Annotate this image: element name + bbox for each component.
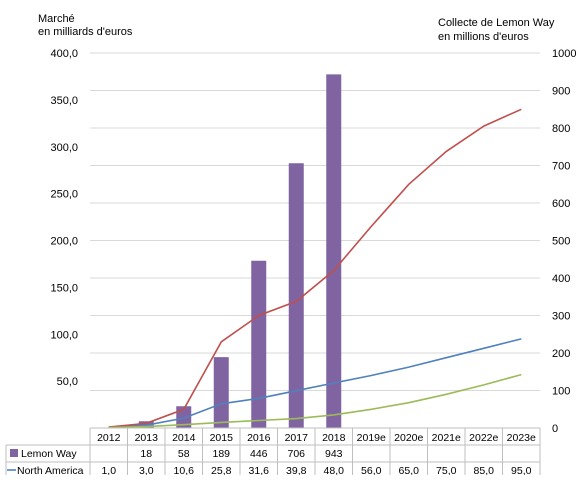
- series-line-1: [108, 108, 522, 428]
- right-tick-label: 0: [552, 423, 558, 435]
- right-axis-title-line1: Collecte de Lemon Way: [438, 17, 555, 29]
- left-tick-label: 200,0: [50, 236, 78, 248]
- bars: [138, 74, 342, 428]
- table-header-cell: 2023e: [507, 432, 536, 444]
- lines: [108, 108, 522, 429]
- left-tick-label: 250,0: [50, 189, 78, 201]
- table-cell-north-america: 95,0: [511, 465, 532, 475]
- bar-lemon-way: [251, 260, 267, 428]
- gridlines: [90, 52, 540, 429]
- left-axis-ticks: 400,0 350,0 300,0 250,0 200,0 150,0 100,0 50,0: [50, 48, 78, 388]
- table-cell-lemon-way: 189: [212, 448, 230, 460]
- right-tick-label: 800: [552, 123, 570, 135]
- table-cell-north-america: 48,0: [324, 465, 345, 475]
- data-table: 2012 2013 2014 2015 2016 2017 2018 2019e 2020e 20…: [5, 427, 541, 480]
- right-tick-label: 500: [552, 236, 570, 248]
- table-cell-lemon-way: 706: [287, 448, 305, 460]
- table-header-cell: 2013: [135, 432, 159, 444]
- left-tick-label: 350,0: [50, 95, 78, 107]
- right-tick-label: 700: [552, 161, 570, 173]
- left-tick-label: 100,0: [50, 329, 78, 341]
- table-header-cell: 2017: [285, 432, 309, 444]
- table-cell-lemon-way: 58: [178, 448, 190, 460]
- table-header-cell: 2016: [247, 432, 271, 444]
- table-cell-north-america: 85,0: [474, 465, 495, 475]
- table-cell-north-america: 10,6: [174, 465, 195, 475]
- right-tick-label: 600: [552, 198, 570, 210]
- table-cell-lemon-way: 18: [140, 448, 152, 460]
- table-cell-north-america: 25,8: [211, 465, 232, 475]
- table-cell-north-america: 65,0: [399, 465, 420, 475]
- table-header-cell: 2020e: [394, 432, 423, 444]
- bar-lemon-way: [176, 406, 192, 428]
- table-header-cell: 2021e: [432, 432, 461, 444]
- right-tick-label: 100: [552, 386, 570, 398]
- left-axis-title-line2: en milliards d'euros: [38, 26, 133, 38]
- table-header-cell: 2022e: [469, 432, 498, 444]
- table-header-cell: 2018: [322, 432, 346, 444]
- table-header-cell: 2014: [172, 432, 196, 444]
- right-axis-title-line2: en millions d'euros: [438, 31, 529, 43]
- table-cell-north-america: 3,0: [139, 465, 154, 475]
- table-header-cell: 2015: [210, 432, 234, 444]
- series-line-2: [108, 373, 522, 429]
- table-cell-north-america: 1,0: [101, 465, 116, 475]
- left-tick-label: 400,0: [50, 48, 78, 60]
- legend-label-north-america: North America: [17, 465, 84, 475]
- table-header-cell: 2019e: [357, 432, 386, 444]
- table-cell-north-america: 39,8: [286, 465, 307, 475]
- bar-lemon-way: [326, 74, 342, 428]
- table-cell-lemon-way: 943: [325, 448, 343, 460]
- table-cell-north-america: 75,0: [436, 465, 457, 475]
- bar-lemon-way: [288, 163, 304, 428]
- table-header-cell: 2012: [97, 432, 121, 444]
- left-tick-label: 300,0: [50, 142, 78, 154]
- left-tick-label: 50,0: [57, 376, 78, 388]
- table-cell-north-america: 31,6: [249, 465, 270, 475]
- legend-key-lemon-way: [10, 449, 18, 457]
- right-tick-label: 200: [552, 348, 570, 360]
- left-axis-title-line1: Marché: [38, 13, 75, 25]
- legend-label-lemon-way: Lemon Way: [21, 448, 77, 460]
- right-tick-label: 1000: [552, 48, 576, 60]
- table-cell-lemon-way: 446: [250, 448, 268, 460]
- table-cell-north-america: 56,0: [361, 465, 382, 475]
- right-tick-label: 400: [552, 273, 570, 285]
- series-line-0: [108, 338, 522, 428]
- bar-lemon-way: [213, 357, 229, 428]
- right-tick-label: 900: [552, 86, 570, 98]
- left-tick-label: 150,0: [50, 282, 78, 294]
- right-tick-label: 300: [552, 311, 570, 323]
